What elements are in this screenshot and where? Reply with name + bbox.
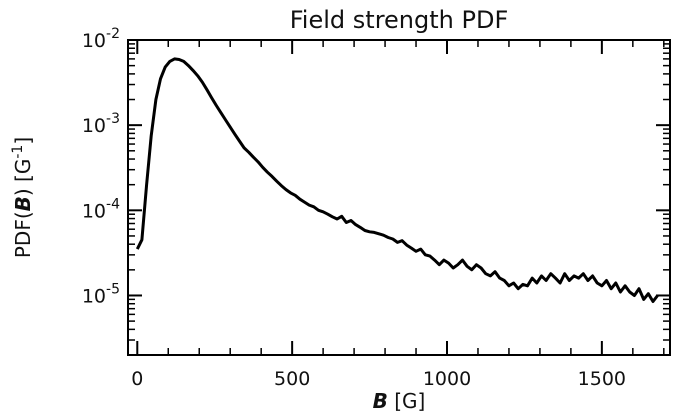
y-axis-ticks: 10-2 10-3 10-4 10-5 bbox=[82, 26, 670, 356]
plot-frame bbox=[127, 39, 671, 356]
x-axis-label: B [G] bbox=[373, 389, 426, 413]
chart-title: Field strength PDF bbox=[290, 6, 509, 34]
y-axis-label: PDF(B) [G-1] bbox=[10, 137, 35, 258]
y-tick-label: 10-5 bbox=[82, 281, 120, 307]
x-tick-label: 1500 bbox=[578, 368, 626, 390]
x-tick-label: 1000 bbox=[423, 368, 471, 390]
series-line bbox=[135, 57, 659, 303]
x-tick-label: 500 bbox=[274, 368, 310, 390]
x-tick-label: 0 bbox=[131, 368, 143, 390]
y-tick-label: 10-2 bbox=[82, 26, 120, 52]
y-tick-label: 10-3 bbox=[82, 111, 120, 137]
x-axis-ticks: 0 500 1000 1500 bbox=[131, 40, 665, 390]
series-group bbox=[135, 57, 659, 303]
y-tick-label: 10-4 bbox=[82, 196, 120, 222]
